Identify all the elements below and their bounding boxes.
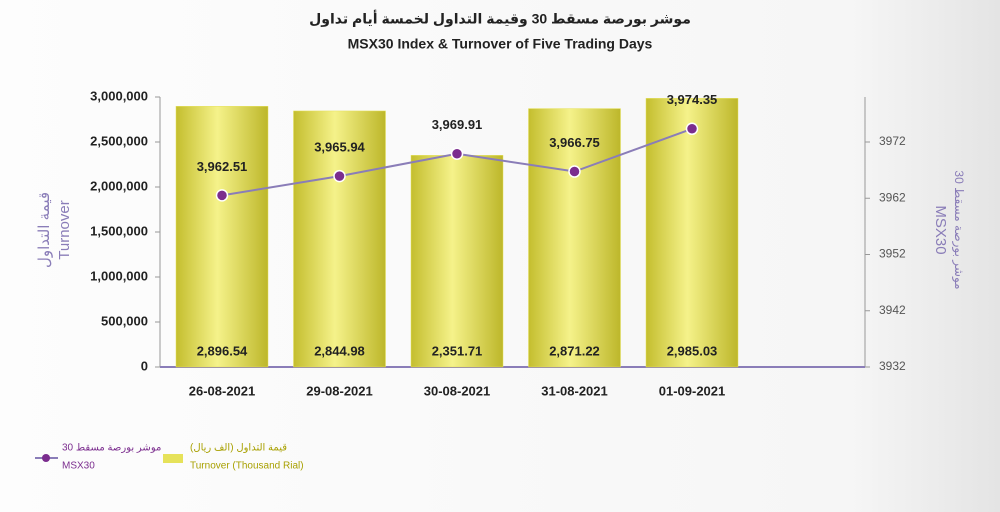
chart-subtitle: MSX30 Index & Turnover of Five Trading D… [348, 36, 653, 52]
y-tick-label: 1,000,000 [90, 268, 148, 283]
y2-tick-label: 3972 [879, 134, 906, 148]
bar-value-label: 2,844.98 [314, 343, 365, 358]
y-tick-label: 500,000 [101, 313, 148, 328]
line-value-label: 3,974.35 [667, 92, 718, 107]
bar-value-label: 2,871.22 [549, 343, 600, 358]
legend-label: Turnover (Thousand Rial) [190, 461, 304, 472]
x-tick-label: 29-08-2021 [306, 383, 373, 398]
y-tick-label: 1,500,000 [90, 223, 148, 238]
line-marker [450, 147, 464, 161]
line-marker [215, 189, 229, 202]
legend-swatch [163, 454, 183, 463]
bar-value-label: 2,351.71 [432, 343, 483, 358]
bar [293, 110, 386, 368]
legend-label-ar: قيمة التداول (الف ريال) [190, 443, 287, 454]
y2-tick-label: 3962 [879, 190, 906, 204]
line-marker [685, 122, 699, 136]
x-tick-label: 01-09-2021 [659, 383, 726, 398]
bar [645, 98, 739, 368]
y-tick-label: 3,000,000 [90, 88, 148, 103]
y-tick-label: 2,500,000 [90, 133, 148, 148]
line-marker [568, 165, 581, 178]
bar [410, 155, 504, 368]
legend-label: MSX30 [62, 461, 95, 472]
y2-tick-label: 3942 [879, 303, 906, 317]
bar-value-label: 2,985.03 [667, 343, 718, 358]
line-value-label: 3,966.75 [549, 135, 600, 150]
x-tick-label: 26-08-2021 [189, 383, 256, 398]
y2-tick-label: 3932 [879, 359, 906, 373]
y-tick-label: 2,000,000 [90, 178, 148, 193]
line-marker [333, 169, 346, 183]
y-axis-label: Turnover [56, 200, 73, 259]
line-value-label: 3,962.51 [197, 159, 248, 174]
bar-value-label: 2,896.54 [197, 343, 248, 358]
y-tick-label: 0 [141, 358, 148, 373]
chart-title: موشر بورصة مسقط 30 وقيمة التداول لخمسة أ… [309, 10, 691, 28]
y2-axis-label: MSX30 [932, 205, 949, 254]
legend-label-ar: موشر بورصة مسقط 30 [62, 443, 161, 454]
y2-axis-label-ar: موشر بورصة مسقط 30 [951, 170, 966, 289]
bar [175, 106, 269, 368]
bar [528, 108, 621, 368]
line-value-label: 3,969.91 [432, 117, 483, 132]
y2-tick-label: 3952 [879, 247, 906, 261]
legend-marker [42, 454, 50, 462]
x-tick-label: 30-08-2021 [424, 383, 491, 398]
line-value-label: 3,965.94 [314, 140, 365, 155]
y-axis-label-ar: قيمة التداول [36, 192, 53, 268]
x-tick-label: 31-08-2021 [541, 383, 608, 398]
